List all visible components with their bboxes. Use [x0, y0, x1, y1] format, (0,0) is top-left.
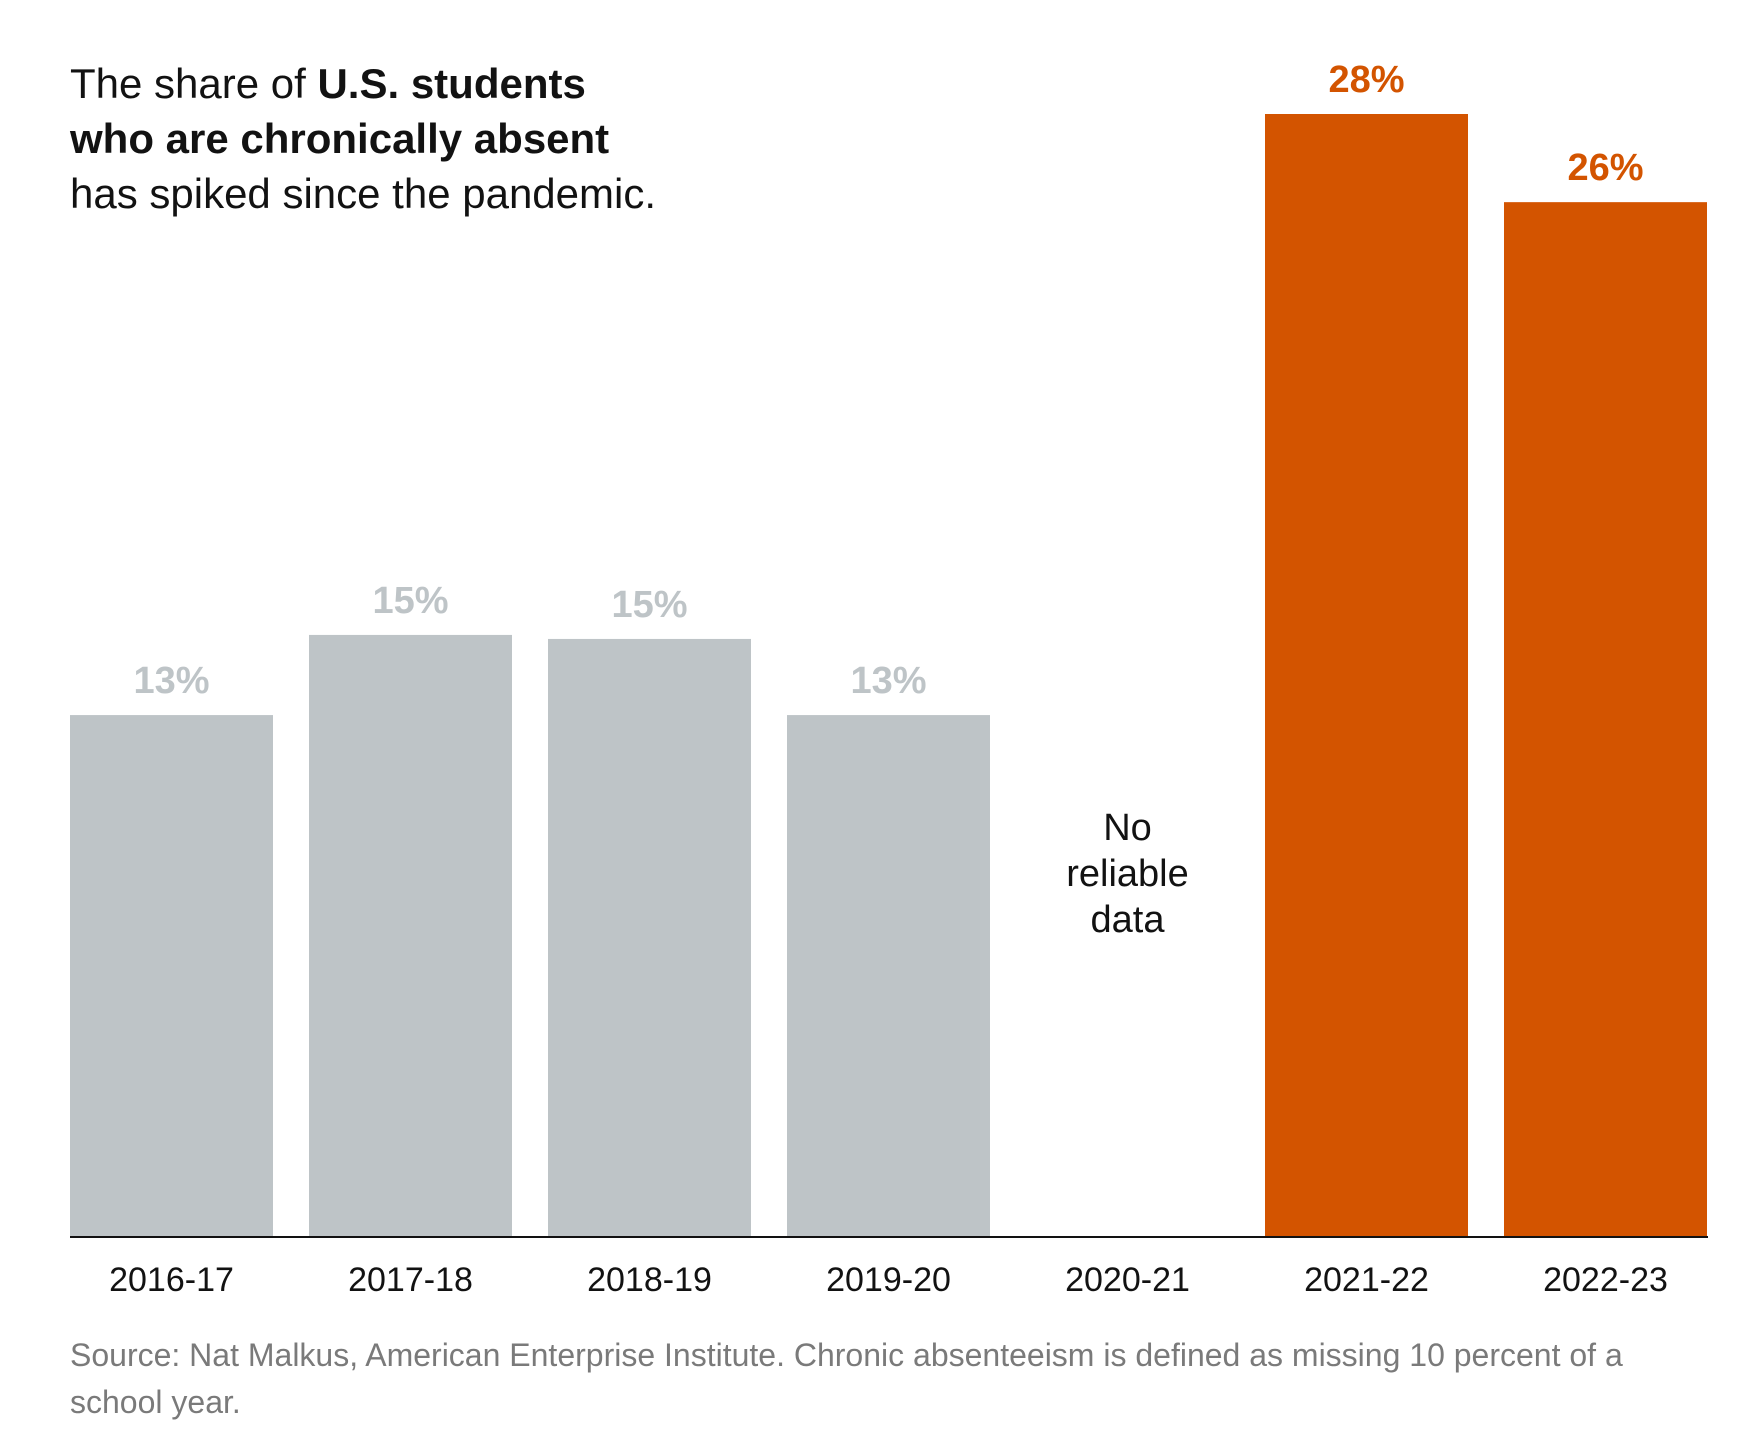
- chart-headline: The share of U.S. students who are chron…: [70, 56, 670, 221]
- bar-2021-22: [1265, 114, 1468, 1236]
- annotation-line: data: [1091, 899, 1166, 941]
- tick-label-2020-21: 2020-21: [1065, 1261, 1190, 1299]
- value-label-2017-18: 15%: [372, 580, 448, 622]
- headline-part-2: has spiked since the pandemic.: [70, 170, 657, 217]
- headline-part-1: The share of: [70, 60, 318, 107]
- value-label-2018-19: 15%: [611, 584, 687, 626]
- value-label-2019-20: 13%: [850, 660, 926, 702]
- value-label-2022-23: 26%: [1567, 147, 1643, 189]
- value-labels-group: 13% 15% 15% 13% 28% 26%: [133, 59, 1643, 702]
- value-label-2016-17: 13%: [133, 660, 209, 702]
- annotation-line: No: [1103, 807, 1152, 849]
- annotation-line: reliable: [1066, 853, 1189, 895]
- tick-label-2019-20: 2019-20: [826, 1261, 951, 1299]
- annotations-group: No reliable data: [1066, 807, 1189, 941]
- source-note: Source: Nat Malkus, American Enterprise …: [70, 1337, 1623, 1420]
- tick-label-2016-17: 2016-17: [109, 1261, 234, 1299]
- tick-label-2021-22: 2021-22: [1304, 1261, 1429, 1299]
- bar-2018-19: [548, 638, 751, 1236]
- annotation-2020-21: No reliable data: [1066, 807, 1189, 941]
- bars-group: [70, 114, 1707, 1237]
- bar-chart: 13% 15% 15% 13% 28% 26% No reliable data 2016-1…: [70, 59, 1708, 1299]
- headline-bold: U.S. students who are chronically absent: [70, 60, 610, 162]
- bar-2022-23: [1504, 202, 1707, 1237]
- value-label-2021-22: 28%: [1328, 59, 1404, 101]
- tick-label-2017-18: 2017-18: [348, 1261, 473, 1299]
- bar-2017-18: [309, 634, 512, 1236]
- x-axis-tick-labels: 2016-17 2017-18 2018-19 2019-20 2020-21 2021-…: [109, 1261, 1668, 1299]
- tick-label-2018-19: 2018-19: [587, 1261, 712, 1299]
- bar-2016-17: [70, 715, 273, 1236]
- bar-2019-20: [787, 715, 990, 1236]
- tick-label-2022-23: 2022-23: [1543, 1261, 1668, 1299]
